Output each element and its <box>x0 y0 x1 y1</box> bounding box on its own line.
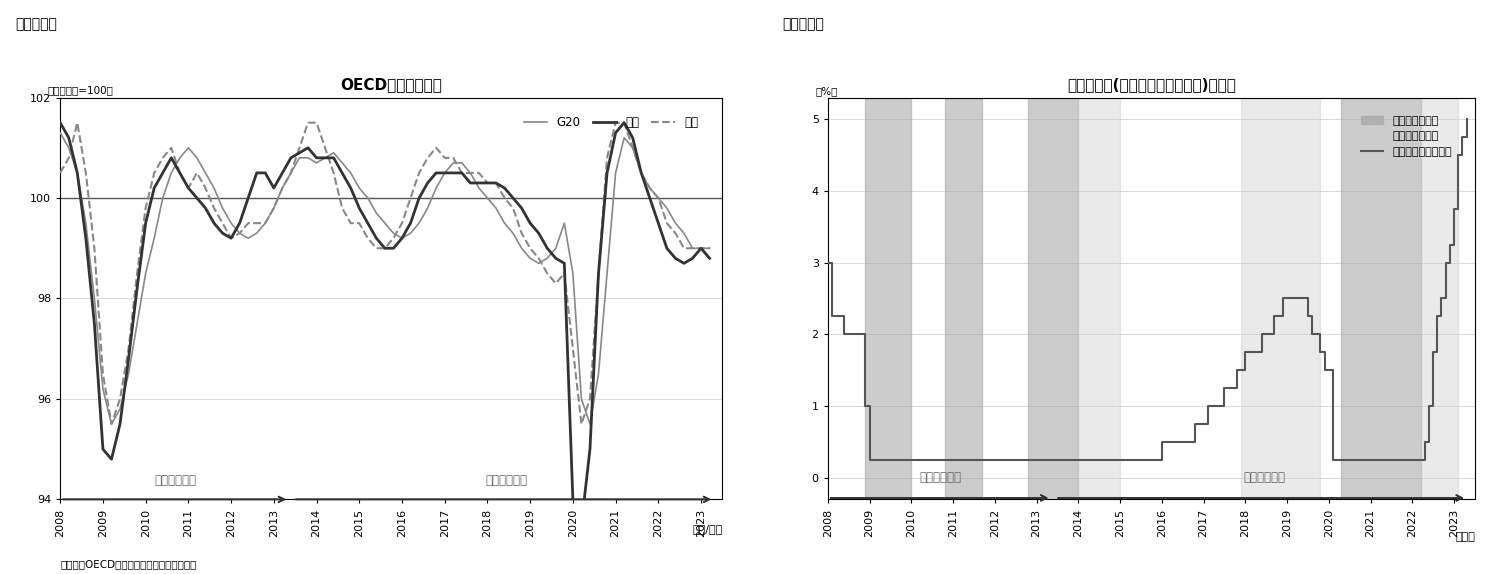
Text: （年/月）: （年/月） <box>692 525 722 534</box>
日本 <box>197 185 215 192</box>
米国 <box>409 195 427 201</box>
日本 <box>351 220 369 227</box>
日本 <box>427 145 445 152</box>
日本 <box>68 119 86 126</box>
Title: OECD景気先行指数: OECD景気先行指数 <box>340 77 442 92</box>
G20 <box>281 169 299 176</box>
Text: （資料）OECDよりニッセイ基礎研究所作成: （資料）OECDよりニッセイ基礎研究所作成 <box>60 560 197 569</box>
Line: 米国: 米国 <box>60 123 709 525</box>
Line: 日本: 日本 <box>60 123 709 424</box>
米国 <box>333 169 351 176</box>
Text: 白川総裁任期: 白川総裁任期 <box>920 471 962 483</box>
G20 <box>188 154 206 161</box>
G20 <box>342 169 360 176</box>
Text: 黒田総裁任期: 黒田総裁任期 <box>1243 471 1285 483</box>
Bar <box>1078 98 1120 499</box>
日本 <box>290 145 309 152</box>
Bar <box>1242 98 1320 499</box>
Text: （図表３）: （図表３） <box>15 17 57 31</box>
Line: G20: G20 <box>60 133 709 424</box>
米国 <box>179 185 197 192</box>
日本 <box>281 169 299 176</box>
日本 <box>51 169 69 176</box>
Text: （年）: （年） <box>1455 532 1475 542</box>
日本 <box>102 421 120 428</box>
Text: 黒田総裁任期: 黒田総裁任期 <box>486 474 528 487</box>
Text: （%）: （%） <box>816 86 838 96</box>
Text: （長期平均=100）: （長期平均=100） <box>47 85 113 95</box>
Bar <box>1341 98 1421 499</box>
Bar <box>865 98 911 499</box>
Text: 白川総裁任期: 白川総裁任期 <box>155 474 197 487</box>
Title: 米金融政策(政策金利と量的緩和)の動向: 米金融政策(政策金利と量的緩和)の動向 <box>1067 77 1236 92</box>
G20 <box>418 205 436 212</box>
G20 <box>102 421 120 428</box>
日本 <box>333 205 351 212</box>
G20 <box>700 245 718 252</box>
Bar <box>945 98 983 499</box>
日本 <box>700 245 718 252</box>
米国 <box>265 185 283 192</box>
G20 <box>51 129 69 136</box>
Bar <box>1028 98 1078 499</box>
米国 <box>316 154 334 161</box>
米国 <box>700 255 718 262</box>
Bar <box>1421 98 1458 499</box>
米国 <box>51 119 69 126</box>
米国 <box>274 169 292 176</box>
米国 <box>572 521 590 528</box>
G20 <box>325 149 343 156</box>
Text: （図表４）: （図表４） <box>783 17 825 31</box>
Legend: G20, 米国, 日本: G20, 米国, 日本 <box>519 111 703 134</box>
Legend: 量的緩和維持期, 量的緩和縮小期, 米政策金利（左軸）: 量的緩和維持期, 量的緩和縮小期, 米政策金利（左軸） <box>1358 111 1457 161</box>
G20 <box>274 185 292 192</box>
